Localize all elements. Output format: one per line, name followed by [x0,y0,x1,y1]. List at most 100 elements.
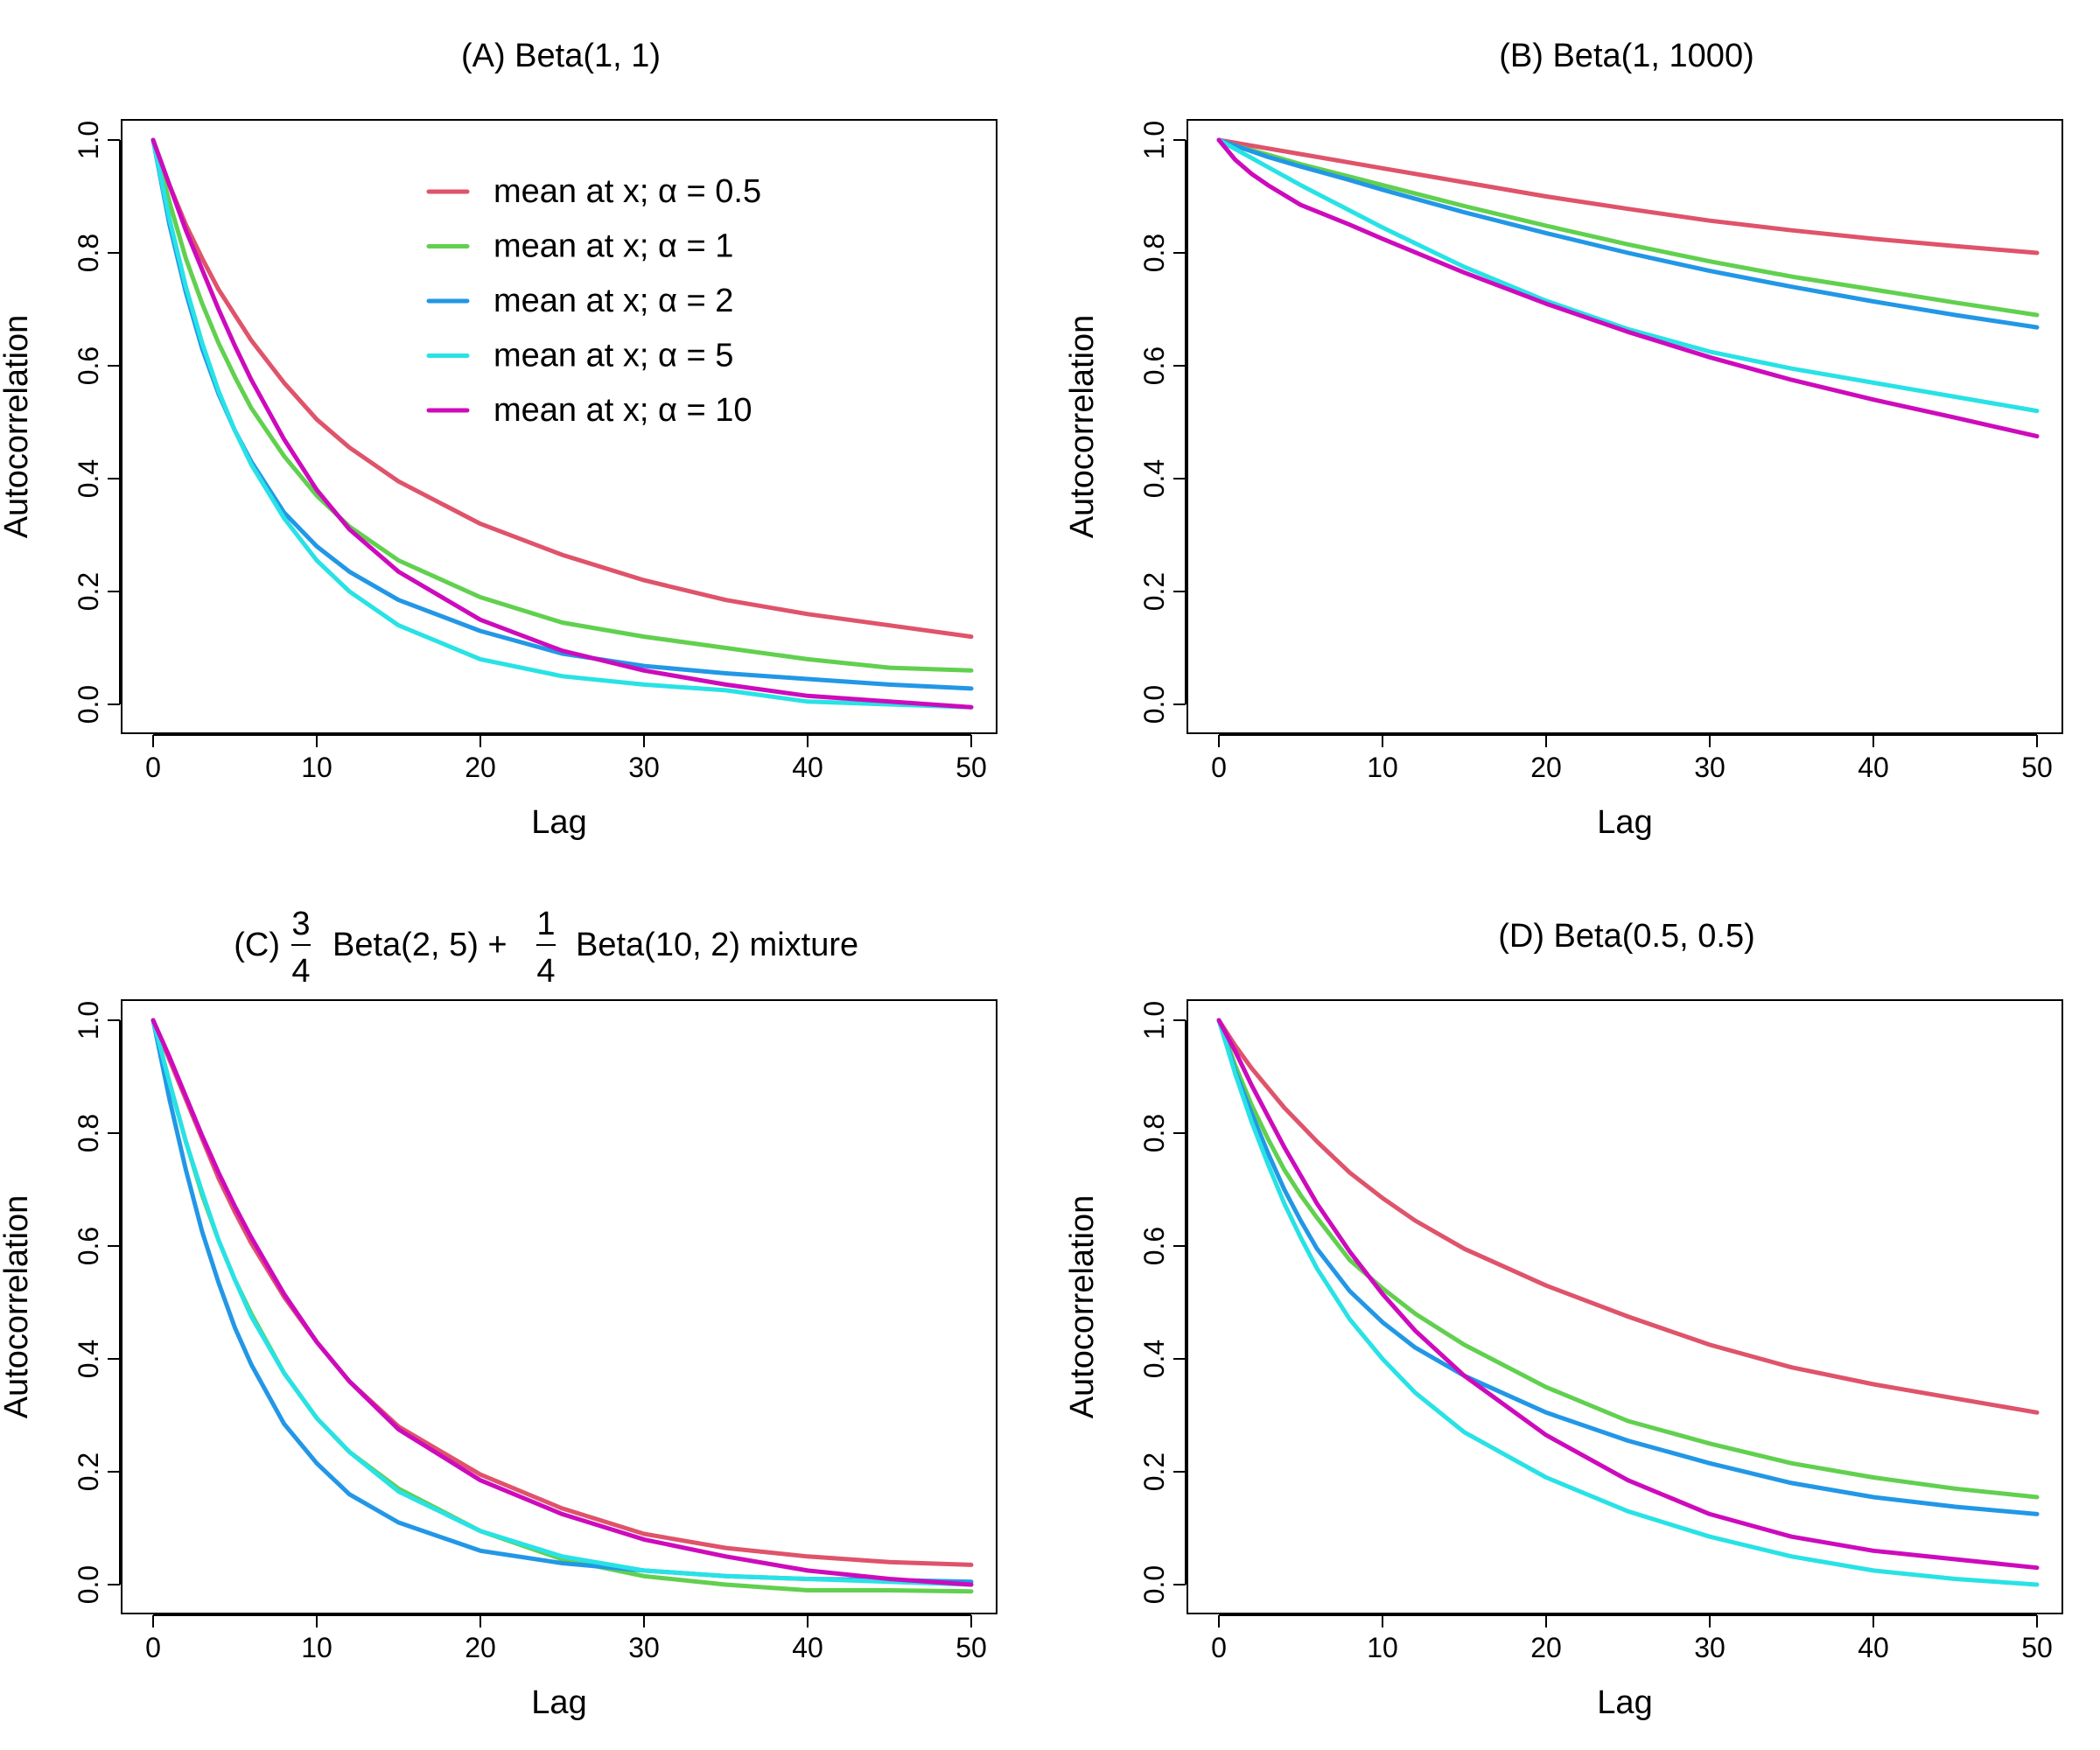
panel-d-x-tick-label: 0 [1211,1632,1227,1663]
panel-c-series-line-4 [150,1018,974,1587]
panel-d: (D) Beta(0.5, 0.5) 0 10 20 30 40 50 Lag 0.0 0.2 0… [1064,918,2063,1721]
panel-c-frac2-denominator: 4 [536,953,555,990]
panel-d-y-axis-label: Autocorrelation [1064,1195,1101,1419]
panel-a: (A) Beta(1, 1) 0 10 20 30 40 50 Lag 0.0 0.2 0.4 0.… [0,38,998,841]
panel-d-x-tick-label: 50 [2021,1632,2053,1663]
panel-a-series-line-3 [150,137,974,710]
panel-b-x-tick-label: 0 [1211,752,1227,783]
panel-d-title: (D) Beta(0.5, 0.5) [1498,918,1755,955]
panel-a-x-tick-label: 30 [628,752,660,783]
panel-c-title-suffix: Beta(10, 2) mixture [576,927,858,963]
legend-label-3: mean at x; α = 5 [494,338,733,374]
legend: mean at x; α = 0.5 mean at x; α = 1 mean a… [426,173,761,429]
panel-a-y-tick-label: 1.0 [73,121,104,159]
panel-d-series-line-3 [1216,1018,2040,1587]
panel-c-y-tick-label: 0.6 [73,1227,104,1265]
panel-d-series-line-4 [1216,1018,2040,1571]
panel-a-series-line-0 [150,137,974,640]
panel-d-y-tick-label: 0.2 [1138,1452,1170,1491]
panel-d-series-line-2 [1216,1018,2040,1516]
panel-c-x-tick-label: 10 [301,1632,332,1663]
panel-b-series-line-3 [1216,137,2040,414]
panel-b-x-axis-label: Lag [1597,804,1652,841]
panel-a-y-tick-label: 0.2 [73,572,104,611]
panel-b-y-tick-label: 0.2 [1138,572,1170,611]
panel-d-plot-frame [1186,999,2063,1614]
panel-a-x-tick-label: 0 [145,752,161,783]
panel-d-x-tick-label: 30 [1694,1632,1726,1663]
panel-a-x-tick-label: 20 [465,752,496,783]
panel-b-y-tick-label: 0.4 [1138,459,1170,498]
panel-d-x-axis-label: Lag [1597,1684,1652,1721]
panel-c-y-tick-label: 0.4 [73,1340,104,1378]
panel-c-x-tick-label: 50 [956,1632,987,1663]
panel-c-y-tick-label: 1.0 [73,1001,104,1040]
panel-a-y-tick-label: 0.4 [73,459,104,498]
panel-b: (B) Beta(1, 1000) 0 10 20 30 40 50 Lag 0.0 0.2 0.… [1064,38,2063,841]
panel-b-x-tick-label: 20 [1530,752,1562,783]
panel-d-x-tick-label: 10 [1367,1632,1398,1663]
panel-c-title-prefix: (C) [234,927,280,963]
panel-b-y-tick-label: 0.6 [1138,346,1170,385]
panel-c-series-line-3 [150,1018,974,1587]
legend-label-2: mean at x; α = 2 [494,283,733,319]
panel-a-x-tick-label: 50 [956,752,987,783]
panel-a-y-tick-label: 0.6 [73,346,104,385]
panel-a-x-tick-label: 40 [792,752,823,783]
panel-d-y-tick-label: 0.4 [1138,1340,1170,1378]
panel-a-y-tick-label: 0.0 [73,685,104,724]
panel-b-x-tick-label: 30 [1694,752,1726,783]
legend-label-0: mean at x; α = 0.5 [494,173,761,210]
panel-c-y-tick-label: 0.8 [73,1114,104,1152]
panel-b-x-tick-label: 10 [1367,752,1398,783]
panel-d-y-tick-label: 0.8 [1138,1114,1170,1152]
panel-b-plot-frame [1186,119,2063,734]
panel-a-axes: 0 10 20 30 40 50 Lag 0.0 0.2 0.4 0.6 0.8 1.0 Autocorr… [0,121,987,841]
legend-label-4: mean at x; α = 10 [494,392,752,429]
panel-b-axes: 0 10 20 30 40 50 Lag 0.0 0.2 0.4 0.6 0.8 1.0 Autocorr… [1064,121,2053,841]
panel-c-x-tick-label: 40 [792,1632,823,1663]
panel-c-x-tick-label: 0 [145,1632,161,1663]
panel-c-series [150,1018,974,1594]
panel-c-y-axis-label: Autocorrelation [0,1195,35,1419]
panel-a-x-tick-label: 10 [301,752,332,783]
panel-d-series-line-0 [1216,1018,2040,1415]
panel-a-series-line-4 [150,137,974,710]
panel-b-x-tick-label: 50 [2021,752,2053,783]
panel-d-x-tick-label: 40 [1858,1632,1889,1663]
panel-a-plot-frame [121,119,998,734]
panel-c-plot-frame [121,999,998,1614]
panel-d-series-line-1 [1216,1018,2040,1500]
panel-b-series-line-0 [1216,137,2040,256]
panel-b-series-line-2 [1216,137,2040,330]
panel-c-frac1-numerator: 3 [291,906,310,942]
panel-c-x-axis-label: Lag [531,1684,586,1721]
panel-c-x-tick-label: 30 [628,1632,660,1663]
panel-b-y-tick-label: 0.0 [1138,685,1170,724]
panel-a-y-axis-label: Autocorrelation [0,315,35,539]
panel-c-frac1-denominator: 4 [291,953,310,990]
panel-b-title: (B) Beta(1, 1000) [1499,38,1754,74]
panel-c-y-tick-label: 0.2 [73,1452,104,1491]
panel-d-x-tick-label: 20 [1530,1632,1562,1663]
panel-a-y-tick-label: 0.8 [73,234,104,272]
panel-c: (C) 3 4 Beta(2, 5) + 1 4 Beta(10, 2) mix… [0,906,998,1721]
panel-b-y-tick-label: 1.0 [1138,121,1170,159]
panel-d-y-tick-label: 0.0 [1138,1565,1170,1604]
panel-c-y-tick-label: 0.0 [73,1565,104,1604]
panel-b-y-axis-label: Autocorrelation [1064,315,1101,539]
panel-b-y-tick-label: 0.8 [1138,234,1170,272]
panel-c-axes: 0 10 20 30 40 50 Lag 0.0 0.2 0.4 0.6 0.8 1.0 Autocorr… [0,1001,987,1721]
panel-d-y-tick-label: 0.6 [1138,1227,1170,1265]
panel-d-axes: 0 10 20 30 40 50 Lag 0.0 0.2 0.4 0.6 0.8 1.0 Autocorr… [1064,1001,2053,1721]
panel-a-series [150,137,974,710]
panel-a-title: (A) Beta(1, 1) [461,38,661,74]
panel-c-x-tick-label: 20 [465,1632,496,1663]
panel-b-series-line-4 [1216,137,2040,439]
panel-c-frac2-numerator: 1 [536,906,555,942]
panel-b-x-tick-label: 40 [1858,752,1889,783]
panel-d-series [1216,1018,2040,1587]
panel-a-x-axis-label: Lag [531,804,586,841]
legend-label-1: mean at x; α = 1 [494,228,733,265]
